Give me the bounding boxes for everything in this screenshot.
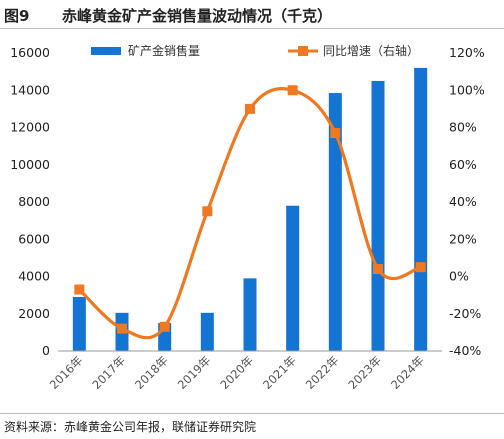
bar [414, 67, 428, 352]
line-marker [330, 128, 341, 139]
title-divider [0, 28, 504, 29]
left-tick-label: 12000 [10, 120, 50, 135]
bar [286, 205, 300, 351]
chart-title: 赤峰黄金矿产金销售量波动情况（千克） [62, 7, 333, 25]
legend-label-bar: 矿产金销售量 [128, 43, 200, 58]
x-tick-label: 2016年 [47, 353, 86, 392]
right-tick-label: 60% [449, 157, 477, 172]
left-tick-label: 6000 [18, 231, 50, 246]
left-tick-label: 10000 [10, 157, 50, 172]
legend-swatch-marker [298, 46, 308, 56]
legend-swatch-bar [91, 47, 121, 55]
bar [72, 296, 86, 351]
x-axis: 2016年 2017年 2018年 2019年 2020年 2021年 2022年 2023年… [47, 353, 427, 392]
line-marker [415, 262, 426, 273]
line-marker [373, 264, 383, 275]
bar [328, 93, 342, 351]
x-tick-label: 2018年 [132, 353, 171, 392]
x-tick-label: 2019年 [175, 353, 214, 392]
right-tick-label: 80% [449, 120, 477, 135]
x-tick-label: 2023年 [345, 353, 384, 392]
x-tick-label: 2020年 [217, 353, 256, 392]
right-tick-label: -20% [449, 306, 481, 321]
chart-canvas: 0 2000 4000 6000 8000 10000 12000 14000 16000 -4… [10, 43, 485, 392]
source-note: 资料来源：赤峰黄金公司年报，联储证券研究院 [4, 420, 257, 434]
left-axis: 0 2000 4000 6000 8000 10000 12000 14000 16000 [10, 45, 50, 358]
right-tick-label: -40% [449, 343, 481, 358]
left-tick-label: 8000 [18, 194, 50, 209]
right-tick-label: 120% [449, 45, 485, 60]
bar [371, 80, 385, 351]
legend-label-line: 同比增速（右轴） [323, 43, 419, 58]
right-tick-label: 20% [449, 231, 477, 246]
right-tick-label: 100% [449, 82, 485, 97]
right-tick-label: 40% [449, 194, 477, 209]
line-marker [117, 323, 127, 334]
x-tick-label: 2022年 [303, 353, 342, 392]
source-divider [0, 413, 504, 414]
x-tick-label: 2017年 [89, 353, 128, 392]
line-series [74, 85, 426, 340]
left-tick-label: 16000 [10, 45, 50, 60]
title-bar: 图9 赤峰黄金矿产金销售量波动情况（千克） [0, 0, 504, 30]
x-tick-label: 2024年 [388, 353, 427, 392]
legend: 矿产金销售量 同比增速（右轴） [91, 43, 419, 58]
line-marker [202, 206, 213, 217]
left-tick-label: 2000 [18, 306, 50, 321]
right-axis: -40% -20% 0% 20% 40% 60% 80% 100% 120% [449, 45, 485, 358]
x-tick-label: 2021年 [260, 353, 299, 392]
left-tick-label: 14000 [10, 82, 50, 97]
line-marker [74, 284, 85, 295]
right-tick-label: 0% [449, 269, 469, 284]
left-tick-label: 0 [42, 343, 50, 358]
left-tick-label: 4000 [18, 269, 50, 284]
bar [243, 278, 257, 351]
bar [200, 312, 214, 351]
bar-series [72, 67, 428, 352]
line-marker [287, 85, 298, 96]
line-marker [245, 103, 255, 114]
line-marker [159, 321, 170, 332]
figure-label: 图9 [4, 7, 30, 25]
